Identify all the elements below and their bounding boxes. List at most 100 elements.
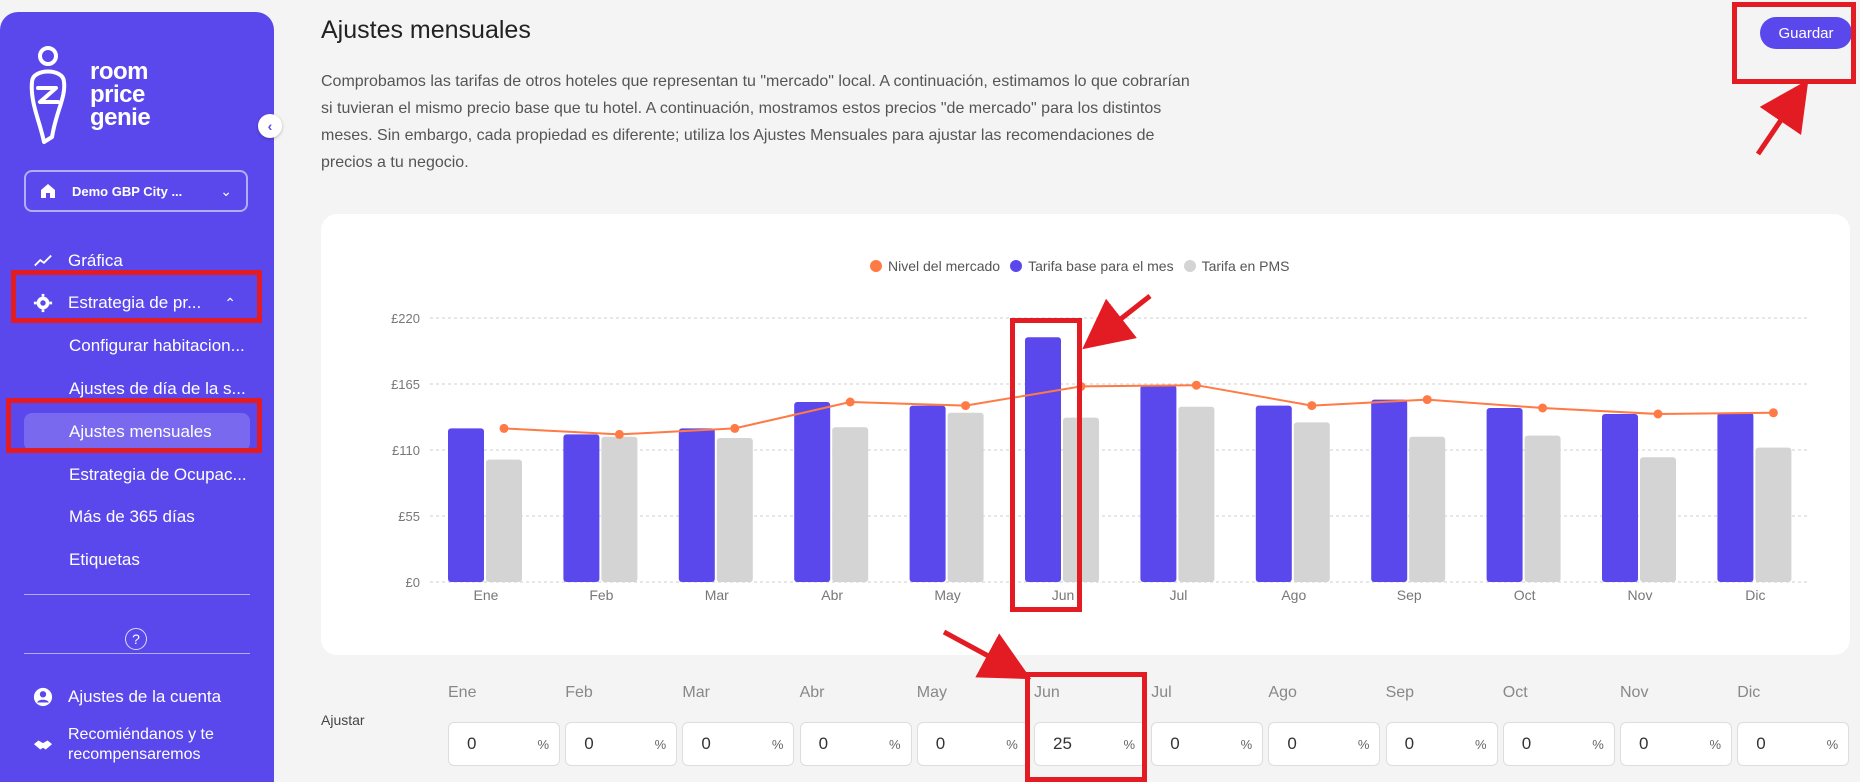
month-adjust-input[interactable]: 0% [1268,722,1381,766]
adjust-value[interactable]: 0 [1639,734,1649,753]
month-label: Feb [565,684,593,701]
legend-label: Tarifa base para el mes [1028,258,1174,274]
month-adjust-input[interactable]: 0% [1502,722,1615,766]
month-adjust-may: May 0% [916,684,1029,766]
month-adjust-input[interactable]: 25% [1034,722,1146,766]
percent-unit: % [1709,736,1721,752]
percent-unit: % [1240,736,1253,752]
chart-legend: Nivel del mercado Tarifa base para el me… [870,258,1300,274]
month-adjust-input[interactable]: 0% [1385,722,1498,766]
month-adjust-input[interactable]: 0% [916,722,1029,766]
percent-unit: % [1123,736,1135,752]
sidebar-item-grafica[interactable]: Gráfica [24,242,250,280]
adjust-value[interactable]: 0 [701,734,711,753]
user-circle-icon [32,686,54,708]
month-adjust-oct: Oct 0% [1502,684,1615,766]
sidebar-item-recomiendanos[interactable]: Recomiéndanos y te recompensaremos [24,722,250,768]
adjust-value[interactable]: 0 [467,734,477,753]
month-label: Jul [1151,684,1172,701]
adjust-value[interactable]: 0 [1404,734,1415,753]
month-adjust-sep: Sep 0% [1385,684,1498,766]
brand-logo[interactable]: room price genie [22,42,151,154]
month-adjust-dic: Dic 0% [1737,684,1850,766]
annotation-box-jun-chart [1010,318,1082,612]
adjust-value[interactable]: 0 [1521,734,1532,753]
month-adjust-input[interactable]: 0% [565,722,678,766]
month-adjust-input[interactable]: 0% [799,722,912,766]
month-adjust-input[interactable]: 0% [1620,722,1732,766]
sidebar-item-label: Configurar habitacion... [69,336,245,355]
sidebar-item-estrategia[interactable]: Estrategia de pr... ⌃ [24,284,250,322]
legend-item-pms[interactable]: Tarifa en PMS [1183,258,1290,274]
arrow-icon [942,629,1032,680]
sidebar-divider [24,653,250,654]
month-adjust-feb: Feb 0% [565,684,678,766]
sidebar-item-label: Recomiéndanos y te recompensaremos [68,726,214,763]
chevron-up-icon: ⌃ [224,294,236,311]
adjust-label: Ajustar [321,712,365,728]
adjust-value[interactable]: 0 [1756,734,1766,753]
sidebar-item-ajustes-dia[interactable]: Ajustes de día de la s... [24,370,250,408]
adjust-value[interactable]: 0 [1170,734,1180,753]
month-adjust-ago: Ago 0% [1268,684,1381,766]
sidebar-item-label: Ajustes mensuales [69,422,212,441]
sidebar-item-configurar-habitaciones[interactable]: Configurar habitacion... [24,327,250,365]
month-label: Sep [1385,684,1415,701]
help-glyph: ? [132,631,140,647]
help-icon[interactable]: ? [125,628,147,650]
genie-logo-icon [29,46,67,144]
adjust-value[interactable]: 0 [818,734,829,753]
save-button[interactable]: Guardar [1760,17,1852,49]
chevron-down-icon: ⌄ [220,182,232,199]
month-adjust-abr: Abr 0% [799,684,912,766]
percent-unit: % [537,736,549,752]
sidebar-item-etiquetas[interactable]: Etiquetas [24,541,250,579]
percent-unit: % [1592,736,1604,752]
sidebar: room price genie ‹ Demo GBP City ... ⌄ Grá… [0,12,282,782]
page-title: Ajustes mensuales [321,16,531,44]
month-adjust-ene: Ene 0% [448,684,560,766]
property-selector[interactable]: Demo GBP City ... ⌄ [24,170,248,212]
month-adjust-jun: Jun 25% [1034,684,1146,766]
adjust-value[interactable]: 0 [935,734,946,753]
month-label: Oct [1502,684,1528,701]
month-adjust-input[interactable]: 0% [1737,722,1850,766]
handshake-icon [32,734,54,756]
sidebar-item-label: Gráfica [68,251,123,270]
percent-unit: % [654,736,667,752]
sidebar-item-label: Etiquetas [69,550,140,569]
month-label: Nov [1620,684,1649,701]
percent-unit: % [1475,736,1487,752]
month-adjust-input[interactable]: 0% [682,722,795,766]
sidebar-item-label: Ajustes de la cuenta [68,687,222,706]
sidebar-item-mas-365[interactable]: Más de 365 días [24,498,250,536]
annotation-box-jun-input [1025,672,1147,782]
sidebar-item-label: Estrategia de pr... [68,293,202,312]
sidebar-item-estrategia-ocupacion[interactable]: Estrategia de Ocupac... [24,456,250,494]
annotation-box-estrategia [11,270,262,323]
legend-label: Tarifa en PMS [1201,258,1290,274]
adjust-value[interactable]: 0 [584,734,594,753]
adjust-value[interactable]: 25 [1053,734,1072,753]
property-name: Demo GBP City ... [72,183,183,199]
sidebar-item-ajustes-cuenta[interactable]: Ajustes de la cuenta [24,678,250,716]
legend-item-base[interactable]: Tarifa base para el mes [1010,258,1174,274]
month-adjust-input[interactable]: 0% [1151,722,1264,766]
sidebar-item-label: Ajustes de día de la s... [69,379,246,398]
sidebar-item-label: Estrategia de Ocupac... [69,465,247,484]
sidebar-item-ajustes-mensuales[interactable]: Ajustes mensuales [24,413,250,451]
month-adjust-jul: Jul 0% [1151,684,1264,766]
month-adjust-input[interactable]: 0% [448,722,560,766]
adjust-value[interactable]: 0 [1287,734,1297,753]
chevron-left-icon: ‹ [267,118,273,134]
sidebar-item-label: Más de 365 días [69,507,195,526]
month-label: Ene [448,684,477,701]
gear-icon [32,292,54,314]
percent-unit: % [1826,736,1839,752]
month-label: Dic [1737,684,1761,701]
month-label: Ago [1268,684,1297,701]
collapse-sidebar-button[interactable]: ‹ [258,114,282,138]
intro-text: Comprobamos las tarifas de otros hoteles… [321,73,1190,171]
legend-item-market[interactable]: Nivel del mercado [870,258,1000,274]
